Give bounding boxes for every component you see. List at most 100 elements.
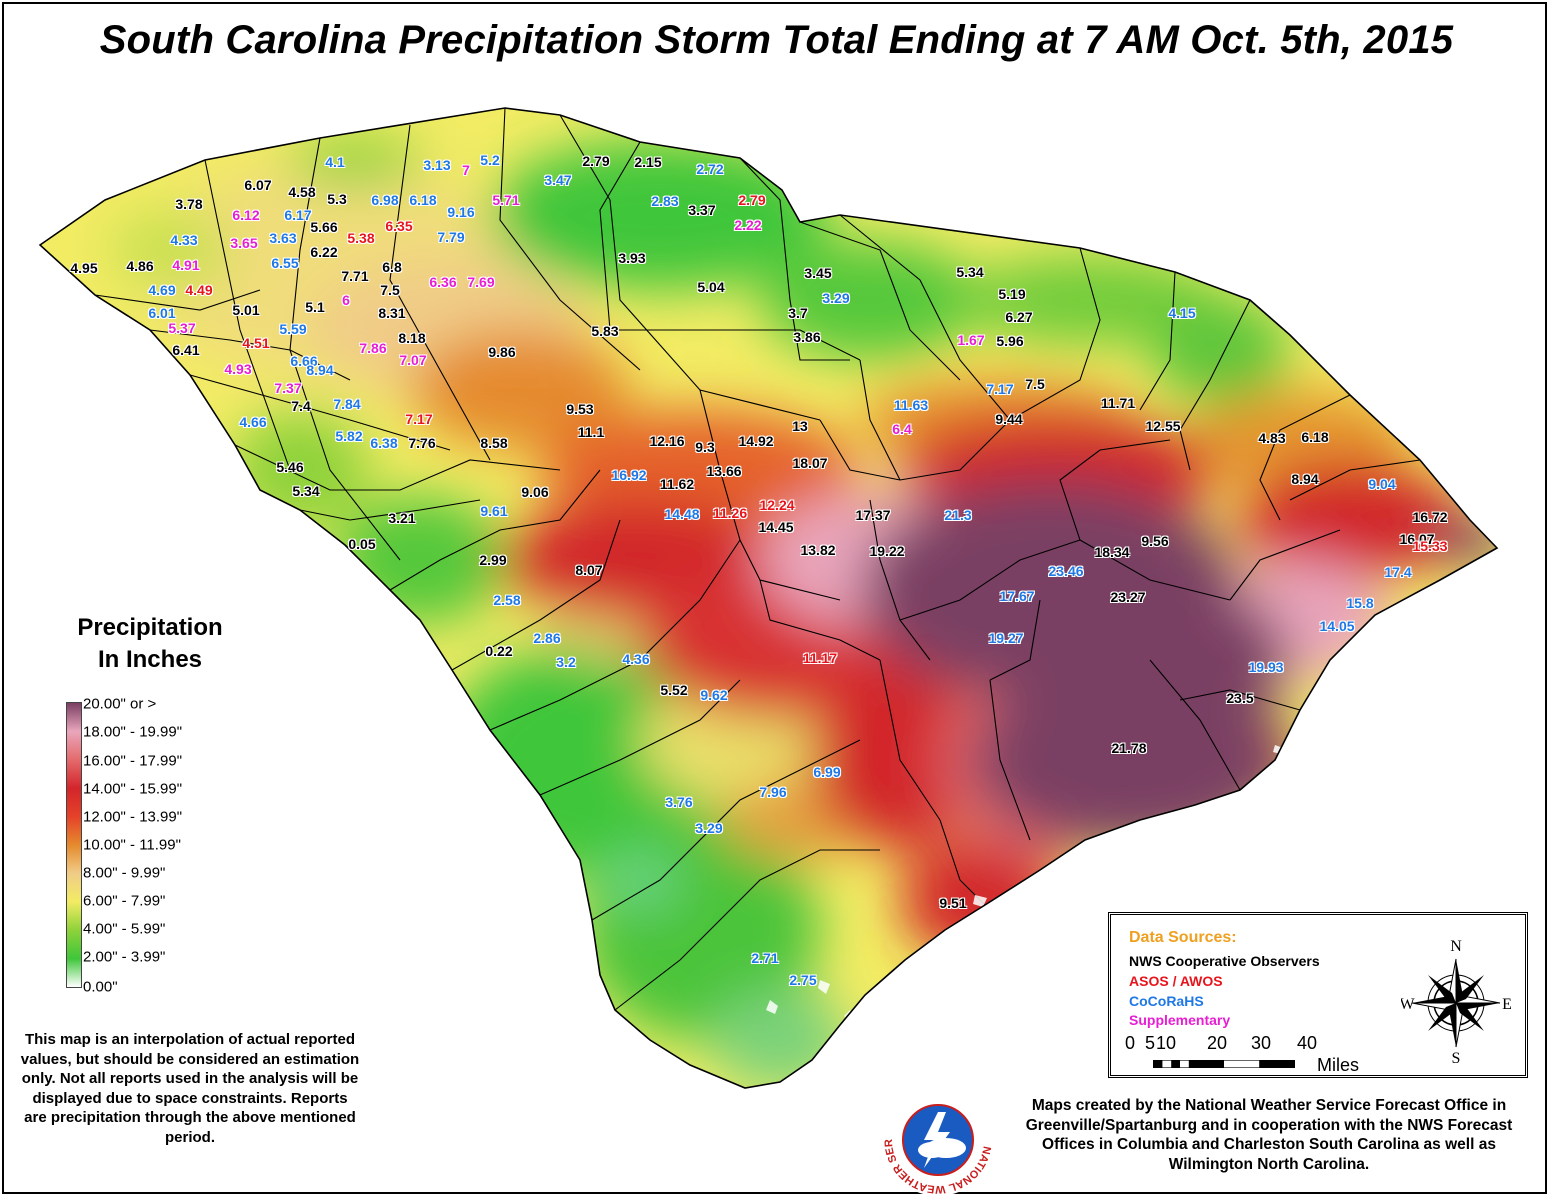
map-title: South Carolina Precipitation Storm Total…	[99, 18, 1454, 62]
precip-report-label: 3.78	[175, 196, 203, 212]
precip-report-label: 5.83	[591, 323, 619, 339]
precip-report-label: 4.86	[126, 258, 154, 274]
precip-report-label: 7.69	[467, 274, 495, 290]
precip-report-label: 4.95	[70, 260, 98, 276]
precip-report-label: 0.22	[485, 643, 513, 659]
precip-report-label: 6.07	[244, 177, 272, 193]
precip-report-label: 8.94	[1291, 471, 1319, 487]
precip-report-label: 12.24	[759, 497, 795, 513]
precip-report-label: 6.66	[290, 353, 318, 369]
precip-report-label: 23.27	[1110, 589, 1146, 605]
source-nws-cooperative: NWS Cooperative Observers	[1129, 953, 1320, 969]
precip-report-label: 6.41	[172, 342, 200, 358]
precip-report-label: 4.66	[239, 414, 267, 430]
precip-report-label: 5.01	[232, 302, 260, 318]
precip-report-label: 9.44	[995, 411, 1023, 427]
precip-report-label: 9.3	[695, 439, 715, 455]
legend-title-line2: In Inches	[97, 646, 203, 673]
precip-report-label: 17.4	[1384, 564, 1412, 580]
precip-report-label: 16.07	[1399, 531, 1435, 547]
precip-report-label: 4.1	[325, 154, 345, 170]
precip-report-label: 11.62	[659, 476, 695, 492]
precip-report-label: 4.69	[148, 282, 176, 298]
precip-report-label: 4.91	[172, 257, 200, 273]
precip-report-label: 11.1	[577, 424, 605, 440]
precip-report-label: 21.3	[944, 507, 972, 523]
precip-report-label: 16.92	[611, 467, 647, 483]
precip-report-label: 2.58	[493, 592, 521, 608]
precip-report-label: 9.53	[566, 401, 594, 417]
precip-report-label: 16.72	[1412, 509, 1448, 525]
legend-class-label: 18.00" - 19.99"	[83, 723, 183, 741]
precip-report-label: 6.99	[813, 764, 841, 780]
precip-report-label: 4.36	[622, 651, 650, 667]
precip-report-label: 3.21	[388, 510, 416, 526]
precip-report-label: 6.18	[409, 192, 437, 208]
precip-report-label: 6.12	[232, 207, 260, 223]
precip-report-label: 2.71	[751, 950, 779, 966]
precip-report-label: 6.01	[148, 305, 176, 321]
credits-text: Maps created by the National Weather Ser…	[1025, 1097, 1513, 1173]
precip-report-label: 5.71	[492, 192, 520, 208]
precip-report-label: 19.93	[1248, 659, 1284, 675]
precip-report-label: 13.66	[706, 463, 742, 479]
precip-report-label: 2.15	[634, 154, 662, 170]
scale-tick: 20	[1207, 1033, 1228, 1053]
precip-report-label: 9.06	[521, 484, 549, 500]
precip-report-label: 4.93	[224, 361, 252, 377]
precip-report-label: 14.48	[664, 506, 700, 522]
precip-report-label: 7.76	[408, 435, 436, 451]
precip-report-label: 23.5	[1226, 690, 1254, 706]
precip-report-label: 7.07	[399, 352, 427, 368]
precip-report-label: 15.33	[1412, 538, 1448, 554]
precip-report-label: 5.34	[956, 264, 984, 280]
precip-report-label: 23.46	[1048, 563, 1084, 579]
precip-report-label: 6.98	[371, 192, 399, 208]
precip-report-label: 9.56	[1141, 533, 1169, 549]
precip-report-label: 5.96	[996, 333, 1024, 349]
data-sources-box: Data Sources: NWS Cooperative Observers …	[1108, 912, 1528, 1078]
source-asos-awos: ASOS / AWOS	[1129, 973, 1223, 989]
precip-report-label: 4.51	[242, 335, 270, 351]
scale-bar-unit: Miles	[1317, 1055, 1360, 1075]
precip-report-label: 9.86	[488, 344, 516, 360]
legend-color-ramp	[66, 702, 82, 988]
precip-report-label: 2.22	[734, 217, 762, 233]
precip-report-label: 3.45	[804, 265, 832, 281]
precip-report-label: 3.13	[423, 157, 451, 173]
precip-report-label: 2.86	[533, 630, 561, 646]
precip-report-label: 5.1	[305, 299, 325, 315]
precip-report-label: 3.86	[793, 329, 821, 345]
precip-report-label: 5.19	[998, 286, 1026, 302]
precip-report-label: 2.72	[696, 161, 724, 177]
compass-east: E	[1502, 996, 1511, 1013]
precip-report-label: 9.04	[1368, 476, 1396, 492]
precip-report-label: 14.05	[1319, 618, 1355, 634]
precip-report-label: 5.38	[347, 230, 375, 246]
precip-report-label: 7.17	[405, 411, 433, 427]
precip-report-label: 21.78	[1111, 740, 1147, 756]
precip-report-label: 11.63	[893, 397, 929, 413]
scale-tick: 0	[1125, 1033, 1136, 1053]
precip-report-label: 17.67	[999, 588, 1035, 604]
legend-class-label: 12.00" - 13.99"	[83, 808, 183, 826]
legend-class-label: 2.00" - 3.99"	[83, 948, 166, 966]
precip-report-label: 2.79	[738, 192, 766, 208]
precip-report-label: 5.34	[292, 483, 320, 499]
legend-title-line1: Precipitation	[77, 614, 223, 641]
compass-north: N	[1450, 938, 1462, 955]
precip-report-label: 5.37	[168, 320, 196, 336]
precip-report-label: 9.16	[447, 204, 475, 220]
source-supplementary: Supplementary	[1129, 1012, 1231, 1028]
precip-report-label: 5.3	[327, 191, 347, 207]
precip-report-label: 6.4	[892, 421, 912, 437]
precip-report-label: 6.18	[1301, 429, 1329, 445]
precip-report-label: 7.96	[759, 784, 787, 800]
precip-report-label: 3.63	[269, 230, 297, 246]
precip-report-label: 4.49	[185, 282, 213, 298]
precip-report-label: 6.27	[1005, 309, 1033, 325]
scale-tick: 40	[1297, 1033, 1318, 1053]
legend-class-label: 20.00" or >	[83, 695, 157, 713]
legend-class-label: 0.00"	[83, 978, 118, 996]
